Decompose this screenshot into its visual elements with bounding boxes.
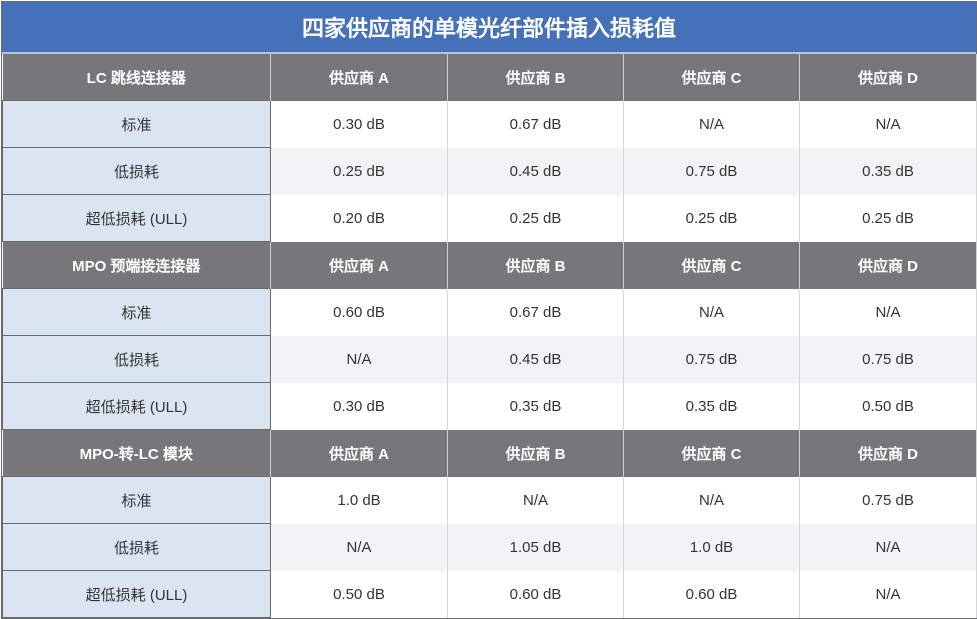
loss-value-cell: 0.60 dB (447, 570, 624, 618)
loss-value-cell: 0.60 dB (270, 288, 448, 336)
table-row: 标准 1.0 dB N/A N/A 0.75 dB (2, 476, 977, 524)
loss-value-cell: 1.0 dB (623, 523, 800, 571)
loss-value-cell: 1.05 dB (447, 523, 624, 571)
vendor-header: 供应商 C (623, 54, 800, 101)
vendor-header: 供应商 A (270, 54, 448, 101)
table-row: 超低损耗 (ULL) 0.50 dB 0.60 dB 0.60 dB N/A (2, 570, 977, 618)
row-label: 低损耗 (2, 147, 271, 195)
loss-value-cell: N/A (270, 523, 448, 571)
loss-value-cell: N/A (623, 100, 800, 148)
table-row: 低损耗 N/A 0.45 dB 0.75 dB 0.75 dB (2, 335, 977, 383)
loss-value-cell: 0.30 dB (270, 100, 448, 148)
loss-value-cell: 0.45 dB (447, 147, 624, 195)
row-label: 标准 (2, 100, 271, 148)
loss-value-cell: 1.0 dB (270, 476, 448, 524)
row-label: 超低损耗 (ULL) (2, 194, 271, 242)
table-row: 超低损耗 (ULL) 0.20 dB 0.25 dB 0.25 dB 0.25 dB (2, 194, 977, 242)
loss-value-cell: N/A (799, 288, 977, 336)
vendor-header: 供应商 C (623, 241, 800, 289)
loss-value-cell: 0.67 dB (447, 100, 624, 148)
row-label: 超低损耗 (ULL) (2, 570, 271, 618)
row-label: 低损耗 (2, 523, 271, 571)
section-header-row: LC 跳线连接器 供应商 A 供应商 B 供应商 C 供应商 D (2, 54, 977, 101)
row-label: 标准 (2, 288, 271, 336)
loss-value-cell: 0.20 dB (270, 194, 448, 242)
vendor-header: 供应商 D (799, 54, 977, 101)
loss-value-cell: N/A (623, 288, 800, 336)
table-row: 低损耗 N/A 1.05 dB 1.0 dB N/A (2, 523, 977, 571)
loss-value-cell: 0.50 dB (270, 570, 448, 618)
loss-value-cell: N/A (799, 100, 977, 148)
loss-value-cell: 0.35 dB (623, 382, 800, 430)
loss-value-cell: 0.75 dB (799, 335, 977, 383)
loss-value-cell: 0.75 dB (799, 476, 977, 524)
section-name: LC 跳线连接器 (2, 54, 271, 101)
vendor-header: 供应商 B (447, 429, 624, 477)
loss-value-cell: 0.25 dB (799, 194, 977, 242)
loss-value-cell: 0.60 dB (623, 570, 800, 618)
section-header-row: MPO-转-LC 模块 供应商 A 供应商 B 供应商 C 供应商 D (2, 429, 977, 477)
table-row: 低损耗 0.25 dB 0.45 dB 0.75 dB 0.35 dB (2, 147, 977, 195)
loss-value-cell: N/A (623, 476, 800, 524)
table-row: 标准 0.30 dB 0.67 dB N/A N/A (2, 100, 977, 148)
row-label: 标准 (2, 476, 271, 524)
vendor-header: 供应商 B (447, 54, 624, 101)
vendor-header: 供应商 D (799, 241, 977, 289)
row-label: 低损耗 (2, 335, 271, 383)
loss-value-cell: 0.30 dB (270, 382, 448, 430)
table-title: 四家供应商的单模光纤部件插入损耗值 (2, 2, 976, 54)
section-header-row: MPO 预端接连接器 供应商 A 供应商 B 供应商 C 供应商 D (2, 241, 977, 289)
row-label: 超低损耗 (ULL) (2, 382, 271, 430)
loss-value-cell: 0.75 dB (623, 335, 800, 383)
loss-value-cell: 0.67 dB (447, 288, 624, 336)
vendor-header: 供应商 D (799, 429, 977, 477)
loss-value-cell: N/A (447, 476, 624, 524)
table-row: 标准 0.60 dB 0.67 dB N/A N/A (2, 288, 977, 336)
section-name: MPO 预端接连接器 (2, 241, 271, 289)
loss-value-cell: 0.35 dB (799, 147, 977, 195)
vendor-header: 供应商 A (270, 241, 448, 289)
table-row: 超低损耗 (ULL) 0.30 dB 0.35 dB 0.35 dB 0.50 dB (2, 382, 977, 430)
loss-value-cell: 0.45 dB (447, 335, 624, 383)
vendor-header: 供应商 A (270, 429, 448, 477)
vendor-header: 供应商 C (623, 429, 800, 477)
section-name: MPO-转-LC 模块 (2, 429, 271, 477)
loss-value-cell: 0.50 dB (799, 382, 977, 430)
loss-value-cell: 0.25 dB (623, 194, 800, 242)
loss-value-cell: N/A (270, 335, 448, 383)
loss-value-cell: 0.35 dB (447, 382, 624, 430)
loss-value-cell: 0.25 dB (270, 147, 448, 195)
loss-value-cell: 0.25 dB (447, 194, 624, 242)
loss-value-cell: N/A (799, 523, 977, 571)
insertion-loss-table: LC 跳线连接器 供应商 A 供应商 B 供应商 C 供应商 D 标准 0.30 dB 0.6… (2, 54, 977, 618)
vendor-header: 供应商 B (447, 241, 624, 289)
loss-value-cell: N/A (799, 570, 977, 618)
loss-value-cell: 0.75 dB (623, 147, 800, 195)
